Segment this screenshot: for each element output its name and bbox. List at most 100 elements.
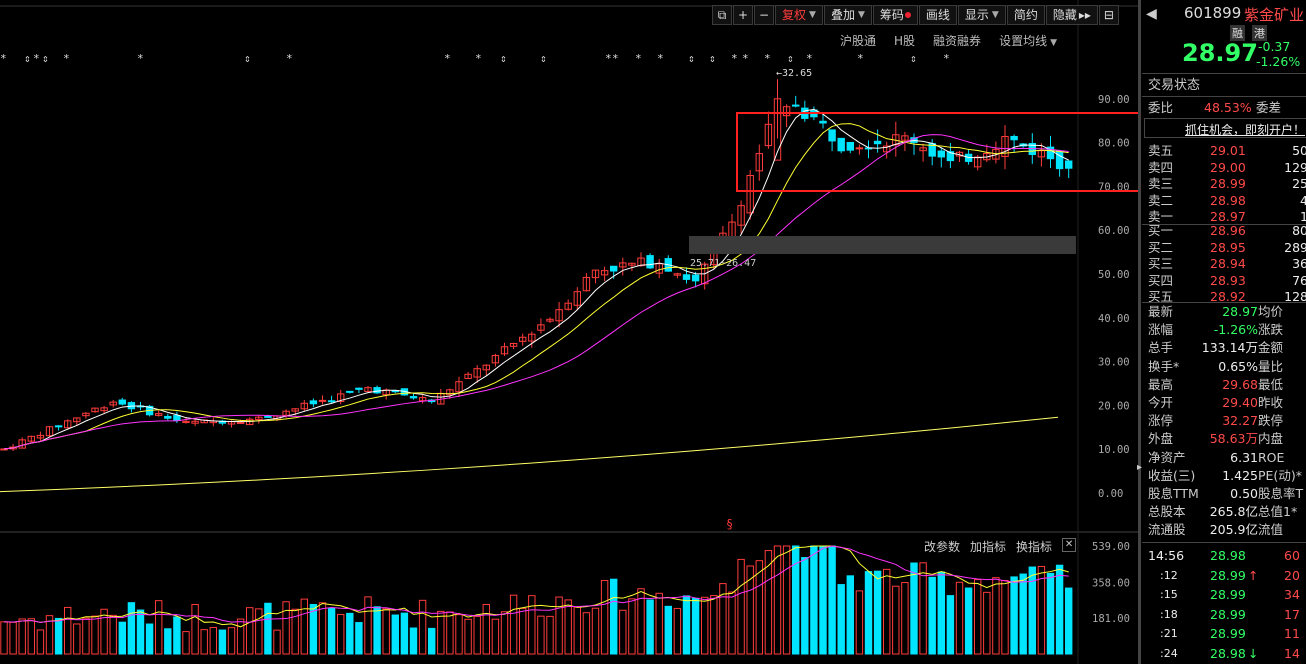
candle <box>300 399 309 412</box>
candle-body <box>473 368 481 378</box>
chevron-down-icon: ▼ <box>809 10 816 20</box>
candle-body <box>418 397 427 402</box>
candle-body <box>164 415 172 419</box>
margin-link[interactable]: 融资融券 <box>933 34 982 48</box>
candle-body <box>946 151 955 162</box>
volume-bar <box>191 603 199 655</box>
level-label: 卖四 <box>1148 159 1174 175</box>
volume-bar <box>855 590 864 655</box>
candle <box>100 405 108 415</box>
info-marker: ⇕ <box>709 52 716 65</box>
volume-bar <box>946 595 955 655</box>
candle <box>409 393 418 400</box>
candle-body <box>919 147 927 152</box>
volume-bar <box>91 615 99 655</box>
restore-icon[interactable]: ⧉ <box>712 5 732 25</box>
plus-icon[interactable]: + <box>733 5 753 25</box>
candle <box>182 417 190 424</box>
minus-icon[interactable]: − <box>754 5 774 25</box>
simple-button[interactable]: 简约 <box>1006 5 1045 25</box>
candle-body <box>855 147 864 150</box>
candle-body <box>300 402 309 410</box>
candle <box>18 437 26 449</box>
ad-banner[interactable]: 抓住机会，即刻开户！ <box>1144 118 1306 138</box>
stat-row: 总股本 265.8亿 总值1* <box>1148 503 1306 521</box>
panel-divider[interactable]: ▸ <box>1137 0 1143 664</box>
candle-body <box>73 417 81 423</box>
orderbook-row: 卖五 29.01 50 <box>1148 142 1306 160</box>
volume-bar <box>582 612 591 655</box>
tick-price: 28.98 <box>1210 646 1246 661</box>
stat-value: 32.27 <box>1222 413 1258 429</box>
margin-tag: 融 <box>1230 25 1245 41</box>
candle-body <box>491 355 500 364</box>
candle <box>691 271 700 288</box>
candle <box>509 342 518 350</box>
divider <box>1142 96 1306 97</box>
candle <box>109 399 117 408</box>
candle <box>73 417 81 426</box>
fuquan-button[interactable]: 复权 ▼ <box>775 5 823 25</box>
info-marker: * <box>635 52 642 65</box>
trade-status-title: 交易状态 <box>1148 78 1201 93</box>
add-indicator-button[interactable]: 加指标 <box>970 540 1007 554</box>
overlay-button[interactable]: 叠加 ▼ <box>823 5 872 25</box>
collapse-icon[interactable]: ⊟ <box>1098 5 1119 25</box>
candle <box>846 141 854 154</box>
info-marker: ⇕ <box>540 52 547 65</box>
candle-body <box>264 415 272 418</box>
candle-body <box>1055 150 1064 170</box>
switch-indicator-button[interactable]: 换指标 <box>1016 540 1053 554</box>
level-label: 卖五 <box>1148 143 1174 158</box>
candle <box>91 407 99 413</box>
info-marker: * <box>0 52 7 65</box>
info-marker: * <box>943 52 950 65</box>
kline-chart[interactable]: 90.0080.0070.0060.0050.0040.0030.0020.00… <box>0 0 1138 664</box>
stat-label: 涨停 <box>1148 413 1174 429</box>
ma-settings-link[interactable]: 设置均线 ▼ <box>999 34 1057 48</box>
level-label: 买一 <box>1148 223 1174 238</box>
stat-label-2: ROE <box>1258 449 1285 465</box>
level-price: 29.00 <box>1210 159 1246 175</box>
stock-code: 601899 <box>1184 4 1242 22</box>
level-price: 28.93 <box>1210 272 1246 288</box>
chouma-button[interactable]: 筹码 <box>872 5 918 25</box>
collapse-arrow-icon[interactable]: ▸ <box>1137 462 1143 473</box>
tick-row: :18 28.99 17 <box>1148 606 1306 624</box>
volume-bar <box>1001 579 1009 655</box>
candle-body <box>600 270 609 276</box>
display-button[interactable]: 显示 ▼ <box>957 5 1006 25</box>
volume-bar <box>1046 572 1055 655</box>
stat-row: 净资产 6.31 ROE <box>1148 449 1306 467</box>
volume-bar <box>164 628 172 655</box>
change-params-button[interactable]: 改参数 <box>924 540 961 554</box>
level-label: 买二 <box>1148 239 1174 255</box>
candle <box>883 141 891 159</box>
chevron-down-icon: ▼ <box>857 10 865 20</box>
volume-bar <box>919 562 927 655</box>
close-icon[interactable]: ✕ <box>1062 538 1077 552</box>
back-icon[interactable]: ◀ <box>1146 6 1157 22</box>
hshare-link[interactable]: H股 <box>894 34 916 48</box>
candle <box>873 129 882 153</box>
volume-bar <box>682 595 691 655</box>
candle-body <box>737 205 745 226</box>
candle <box>491 353 500 367</box>
volume-bar <box>655 592 663 655</box>
tick-price: 28.99 <box>1210 626 1246 642</box>
info-marker: ⇕ <box>910 52 917 65</box>
volume-bar <box>864 571 873 655</box>
draw-line-button[interactable]: 画线 <box>918 5 957 25</box>
hide-button[interactable]: 隐藏 ▸▸ <box>1045 5 1098 25</box>
candle-body <box>564 302 572 310</box>
candle-body <box>619 262 627 268</box>
hgt-link[interactable]: 沪股通 <box>840 34 877 48</box>
candle <box>892 121 900 157</box>
info-marker: * <box>137 52 144 65</box>
candle <box>255 415 263 424</box>
candle-body <box>591 269 600 279</box>
volume-bar <box>0 621 8 655</box>
candle-body <box>64 420 72 429</box>
candle-body <box>828 129 836 142</box>
level-label: 卖一 <box>1148 209 1174 224</box>
